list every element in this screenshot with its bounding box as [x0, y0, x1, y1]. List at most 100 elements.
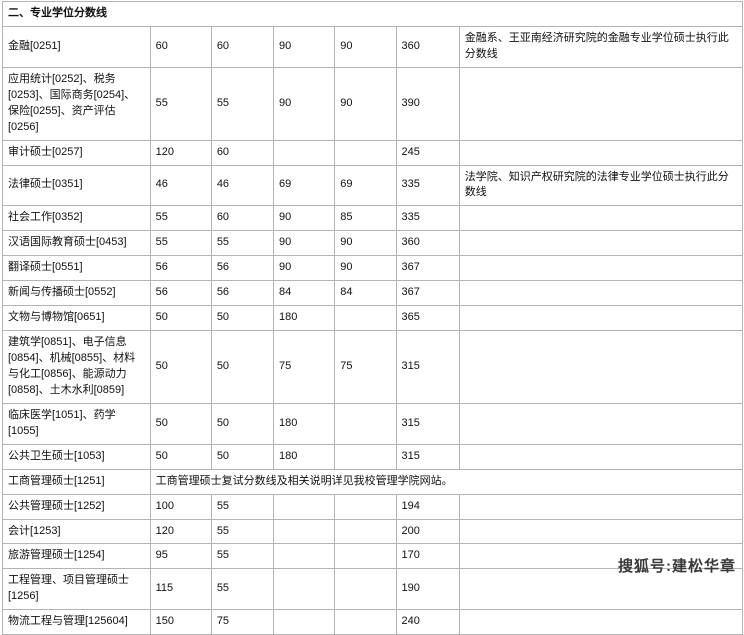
- score-v1: 56: [149, 280, 212, 307]
- score-note: [458, 543, 744, 570]
- score-v2: 50: [210, 443, 275, 470]
- score-v1: 50: [149, 443, 212, 470]
- table-row: 翻译硕士[0551] 56 56 90 90 367: [2, 255, 744, 282]
- table-row: 汉语国际教育硕士[0453] 55 55 90 90 360: [2, 230, 744, 257]
- score-v1: 56: [149, 255, 212, 282]
- score-v4: [334, 543, 397, 570]
- program-name: 汉语国际教育硕士[0453]: [2, 230, 151, 257]
- score-v3: 69: [273, 164, 336, 207]
- score-v3: 90: [273, 205, 336, 232]
- table-row: 法律硕士[0351] 46 46 69 69 335 法学院、知识产权研究院的法…: [2, 164, 744, 207]
- score-v4: 90: [334, 25, 397, 68]
- score-v3: [273, 493, 336, 520]
- score-v4: 69: [334, 164, 397, 207]
- score-v1: 50: [149, 330, 212, 404]
- score-v2: 60: [210, 25, 275, 68]
- score-total: 240: [395, 609, 460, 635]
- score-note: [458, 205, 744, 232]
- score-total: 367: [395, 255, 460, 282]
- score-v3: 180: [273, 305, 336, 332]
- score-v2: 56: [210, 255, 275, 282]
- score-v1: 150: [149, 609, 212, 635]
- score-note: [458, 255, 744, 282]
- score-v4: 90: [334, 255, 397, 282]
- score-total: 335: [395, 205, 460, 232]
- score-total: 390: [395, 66, 460, 141]
- table-row: 应用统计[0252]、税务[0253]、国际商务[0254]、保险[0255]、…: [2, 66, 744, 141]
- score-v3: 90: [273, 66, 336, 141]
- score-note: 法学院、知识产权研究院的法律专业学位硕士执行此分数线: [458, 164, 744, 207]
- table-row: 工商管理硕士[1251] 工商管理硕士复试分数线及相关说明详见我校管理学院网站。: [2, 468, 744, 495]
- score-v3: [273, 139, 336, 166]
- score-v1: 120: [149, 139, 212, 166]
- score-v3: 90: [273, 255, 336, 282]
- score-v3: 75: [273, 330, 336, 404]
- score-note: [458, 230, 744, 257]
- score-note: [458, 443, 744, 470]
- score-v3: 90: [273, 230, 336, 257]
- program-name: 金融[0251]: [2, 25, 151, 68]
- table-row: 物流工程与管理[125604] 150 75 240: [2, 609, 744, 635]
- score-v1: 50: [149, 402, 212, 445]
- score-total: 367: [395, 280, 460, 307]
- table-row: 金融[0251] 60 60 90 90 360 金融系、王亚南经济研究院的金融…: [2, 25, 744, 68]
- score-v1: 50: [149, 305, 212, 332]
- table-row: 建筑学[0851]、电子信息[0854]、机械[0855]、材料与化工[0856…: [2, 330, 744, 404]
- table-row: 文物与博物馆[0651] 50 50 180 365: [2, 305, 744, 332]
- score-note: [458, 330, 744, 404]
- score-v3: [273, 518, 336, 545]
- score-v2: 55: [210, 66, 275, 141]
- score-total: 315: [395, 443, 460, 470]
- score-note: [458, 518, 744, 545]
- score-total: 194: [395, 493, 460, 520]
- score-v4: 84: [334, 280, 397, 307]
- program-name: 翻译硕士[0551]: [2, 255, 151, 282]
- score-v3: 90: [273, 25, 336, 68]
- score-v4: 90: [334, 230, 397, 257]
- score-v2: 60: [210, 205, 275, 232]
- score-v3: [273, 609, 336, 635]
- score-total: 170: [395, 543, 460, 570]
- score-v1: 120: [149, 518, 212, 545]
- table-row: 公共卫生硕士[1053] 50 50 180 315: [2, 443, 744, 470]
- score-total: 245: [395, 139, 460, 166]
- score-v1: 60: [149, 25, 212, 68]
- score-v3: 180: [273, 402, 336, 445]
- score-v3: 84: [273, 280, 336, 307]
- program-name: 审计硕士[0257]: [2, 139, 151, 166]
- score-v1: 55: [149, 205, 212, 232]
- score-v4: 90: [334, 66, 397, 141]
- score-total: 360: [395, 230, 460, 257]
- table-row: 临床医学[1051]、药学[1055] 50 50 180 315: [2, 402, 744, 445]
- score-v2: 55: [210, 493, 275, 520]
- score-v1: 55: [149, 66, 212, 141]
- score-v2: 55: [210, 568, 275, 611]
- section-title-row: 二、专业学位分数线: [2, 1, 743, 27]
- program-name: 会计[1253]: [2, 518, 151, 545]
- table-row: 会计[1253] 120 55 200: [2, 518, 744, 545]
- score-v1: 115: [149, 568, 212, 611]
- program-name: 新闻与传播硕士[0552]: [2, 280, 151, 307]
- score-v2: 56: [210, 280, 275, 307]
- score-v3: [273, 543, 336, 570]
- score-v4: 75: [334, 330, 397, 404]
- program-name: 公共管理硕士[1252]: [2, 493, 151, 520]
- score-total: 190: [395, 568, 460, 611]
- score-v4: [334, 402, 397, 445]
- score-v2: 55: [210, 230, 275, 257]
- table-row: 新闻与传播硕士[0552] 56 56 84 84 367: [2, 280, 744, 307]
- score-v1: 55: [149, 230, 212, 257]
- score-v2: 55: [210, 543, 275, 570]
- score-v2: 50: [210, 330, 275, 404]
- score-note: [458, 280, 744, 307]
- score-note: [458, 609, 744, 635]
- program-name: 文物与博物馆[0651]: [2, 305, 151, 332]
- table-row: 旅游管理硕士[1254] 95 55 170: [2, 543, 744, 570]
- score-v1: 95: [149, 543, 212, 570]
- score-v4: [334, 443, 397, 470]
- score-total: 315: [395, 330, 460, 404]
- table-row: 公共管理硕士[1252] 100 55 194: [2, 493, 744, 520]
- program-name: 法律硕士[0351]: [2, 164, 151, 207]
- merged-note: 工商管理硕士复试分数线及相关说明详见我校管理学院网站。: [149, 468, 744, 495]
